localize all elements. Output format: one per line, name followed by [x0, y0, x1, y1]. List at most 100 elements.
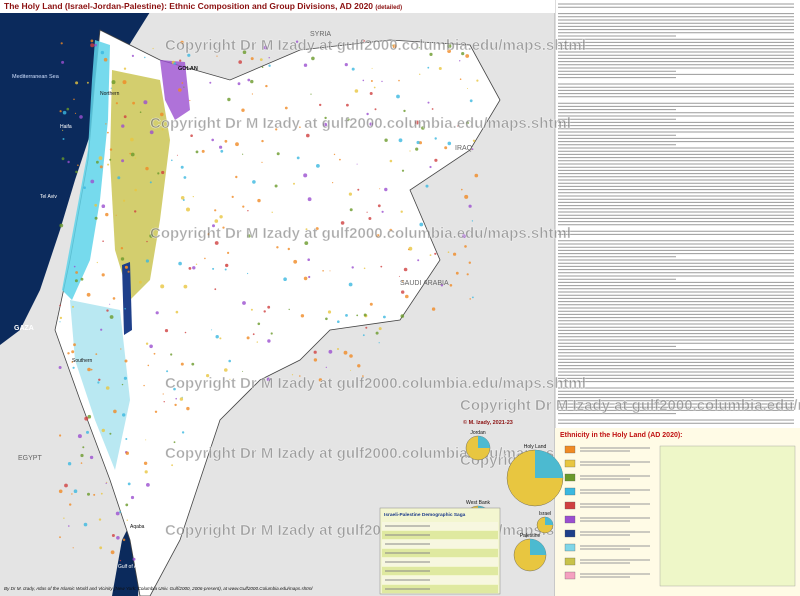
- dot: [429, 165, 432, 169]
- dot: [102, 240, 104, 242]
- dot: [139, 111, 142, 113]
- dot: [303, 276, 308, 281]
- dot: [123, 376, 127, 380]
- dot: [427, 66, 430, 69]
- dot: [419, 222, 424, 227]
- title-bar: [0, 0, 555, 13]
- pie-label: Palestine: [520, 533, 541, 539]
- legend-swatch: [564, 571, 576, 580]
- dot: [153, 352, 156, 355]
- legend-swatch: [564, 529, 576, 538]
- dot: [105, 482, 107, 484]
- dot: [96, 160, 99, 164]
- dot: [192, 266, 196, 270]
- dot: [242, 50, 247, 54]
- dot: [250, 79, 254, 84]
- dot: [98, 518, 102, 521]
- dot: [61, 157, 65, 161]
- dot: [379, 188, 381, 190]
- dot: [459, 78, 462, 80]
- dot: [111, 80, 116, 85]
- dot: [250, 57, 254, 61]
- dot: [86, 81, 89, 84]
- dot: [362, 375, 364, 377]
- dot: [274, 184, 278, 188]
- inland-region: [110, 70, 170, 300]
- dot: [183, 86, 185, 88]
- dot: [468, 204, 472, 208]
- dot: [464, 245, 467, 248]
- dot: [368, 217, 372, 220]
- dot: [461, 188, 463, 191]
- title-text: The Holy Land (Israel-Jordan-Palestine):…: [4, 1, 373, 11]
- dot: [126, 519, 128, 521]
- dot: [123, 115, 127, 119]
- dot: [291, 374, 294, 376]
- dot: [252, 333, 255, 336]
- dot: [100, 492, 103, 495]
- dot: [173, 441, 176, 444]
- dot: [144, 470, 148, 474]
- southern-region: [70, 300, 130, 470]
- country-label: EGYPT: [18, 455, 42, 462]
- dot: [214, 209, 217, 212]
- dot: [242, 370, 244, 372]
- dot: [345, 314, 348, 317]
- legend-rows: [564, 445, 796, 587]
- dot: [110, 550, 115, 555]
- dot: [59, 536, 61, 539]
- dot: [195, 263, 198, 265]
- dot: [87, 367, 91, 372]
- dot: [313, 358, 318, 362]
- dot: [332, 182, 334, 184]
- dot: [64, 483, 68, 488]
- dot: [144, 56, 146, 59]
- dot: [365, 326, 368, 329]
- dot: [120, 348, 122, 350]
- dot: [237, 82, 241, 86]
- dot: [227, 97, 231, 102]
- legend-swatch: [564, 473, 576, 482]
- dot: [152, 47, 154, 50]
- dot: [434, 158, 438, 162]
- country-label: IRAQ: [455, 145, 473, 152]
- dot: [124, 359, 128, 363]
- dot: [212, 224, 215, 228]
- dot: [415, 120, 420, 125]
- dot: [175, 310, 179, 314]
- dot: [466, 121, 470, 125]
- title: The Holy Land (Israel-Jordan-Palestine):…: [4, 1, 402, 11]
- table-row: [382, 531, 498, 539]
- dot: [67, 352, 70, 355]
- dot: [363, 39, 366, 42]
- dot: [134, 188, 137, 192]
- dot: [402, 280, 404, 282]
- dot: [407, 248, 410, 251]
- dot: [224, 268, 227, 271]
- dot: [125, 503, 129, 507]
- dot: [120, 257, 125, 261]
- dot: [173, 387, 176, 391]
- dot: [59, 321, 61, 323]
- dot: [145, 342, 149, 345]
- dot: [375, 331, 379, 335]
- dot: [276, 152, 280, 156]
- dot: [99, 165, 103, 169]
- dot: [396, 94, 400, 99]
- dot: [71, 350, 75, 354]
- dot: [149, 234, 153, 238]
- dot: [224, 139, 228, 143]
- dot: [447, 49, 451, 53]
- place-label: Haifa: [60, 124, 72, 130]
- dot: [467, 88, 468, 89]
- dot: [67, 462, 72, 466]
- dot: [195, 150, 199, 154]
- dot: [469, 298, 472, 300]
- dot: [62, 110, 67, 115]
- dot: [103, 57, 108, 62]
- dot: [191, 362, 195, 366]
- dot: [174, 403, 177, 407]
- dot: [67, 160, 70, 164]
- legend-swatch: [564, 501, 576, 510]
- country-label: SAUDI ARABIA: [400, 280, 449, 287]
